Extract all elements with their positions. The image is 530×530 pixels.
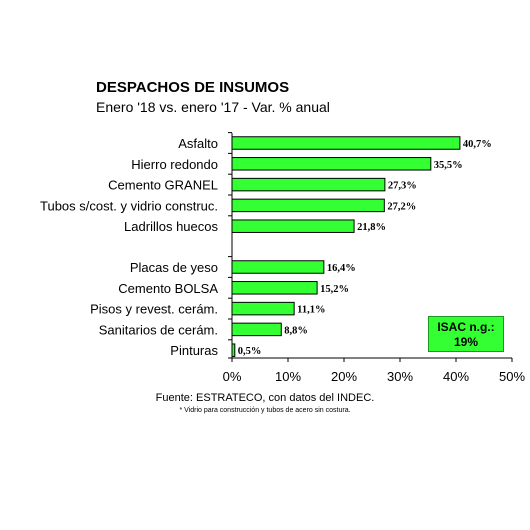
chart-subtitle: Enero '18 vs. enero '17 - Var. % anual xyxy=(96,99,330,115)
category-label-4: Ladrillos huecos xyxy=(124,219,218,234)
bar-1 xyxy=(231,157,432,171)
data-label-8: 8,8% xyxy=(284,325,308,336)
x-tick-label-1: 10% xyxy=(275,369,301,384)
data-label-5: 16,4% xyxy=(327,263,356,274)
data-label-6: 15,2% xyxy=(320,284,349,295)
category-label-2: Cemento GRANEL xyxy=(108,178,218,193)
x-tick-label-0: 0% xyxy=(223,369,242,384)
x-tick-label-4: 40% xyxy=(443,369,469,384)
isac-label: ISAC n.g.: xyxy=(437,320,495,334)
bar-7 xyxy=(231,301,295,316)
x-tick-label-3: 30% xyxy=(387,369,413,384)
category-label-3: Tubos s/cost. y vidrio construc. xyxy=(40,198,218,213)
bar-6 xyxy=(231,281,318,295)
footnote-text: * Vidrio para construcción y tubos de ac… xyxy=(179,407,351,414)
category-label-5: Placas de yeso xyxy=(130,260,218,275)
bar-0 xyxy=(231,136,461,150)
isac-value: 19% xyxy=(453,335,479,349)
category-label-6: Cemento BOLSA xyxy=(118,281,218,296)
category-label-8: Sanitarios de cerám. xyxy=(99,322,218,337)
data-label-7: 11,1% xyxy=(297,305,325,316)
chart-title: DESPACHOS DE INSUMOS xyxy=(96,79,290,96)
bar-5 xyxy=(231,260,325,274)
data-label-2: 27,3% xyxy=(388,181,417,192)
bar-2 xyxy=(231,177,386,192)
isac-annotation-box: ISAC n.g.: 19% xyxy=(428,316,504,352)
x-tick-label-5: 50% xyxy=(499,369,525,384)
data-label-3: 27,2% xyxy=(387,201,416,212)
category-label-0: Asfalto xyxy=(178,136,218,151)
bar-8 xyxy=(231,322,282,337)
data-label-9: 0,5% xyxy=(238,346,262,357)
data-label-0: 40,7% xyxy=(463,139,492,150)
category-label-1: Hierro redondo xyxy=(131,157,218,172)
bar-3 xyxy=(231,198,385,213)
category-label-9: Pinturas xyxy=(170,343,218,358)
source-text: Fuente: ESTRATECO, con datos del INDEC. xyxy=(155,392,375,404)
x-tick-label-2: 20% xyxy=(331,369,357,384)
data-label-1: 35,5% xyxy=(434,160,463,171)
bar-4 xyxy=(231,219,355,233)
category-label-7: Pisos y revest. cerám. xyxy=(90,302,218,317)
data-label-4: 21,8% xyxy=(357,222,386,233)
